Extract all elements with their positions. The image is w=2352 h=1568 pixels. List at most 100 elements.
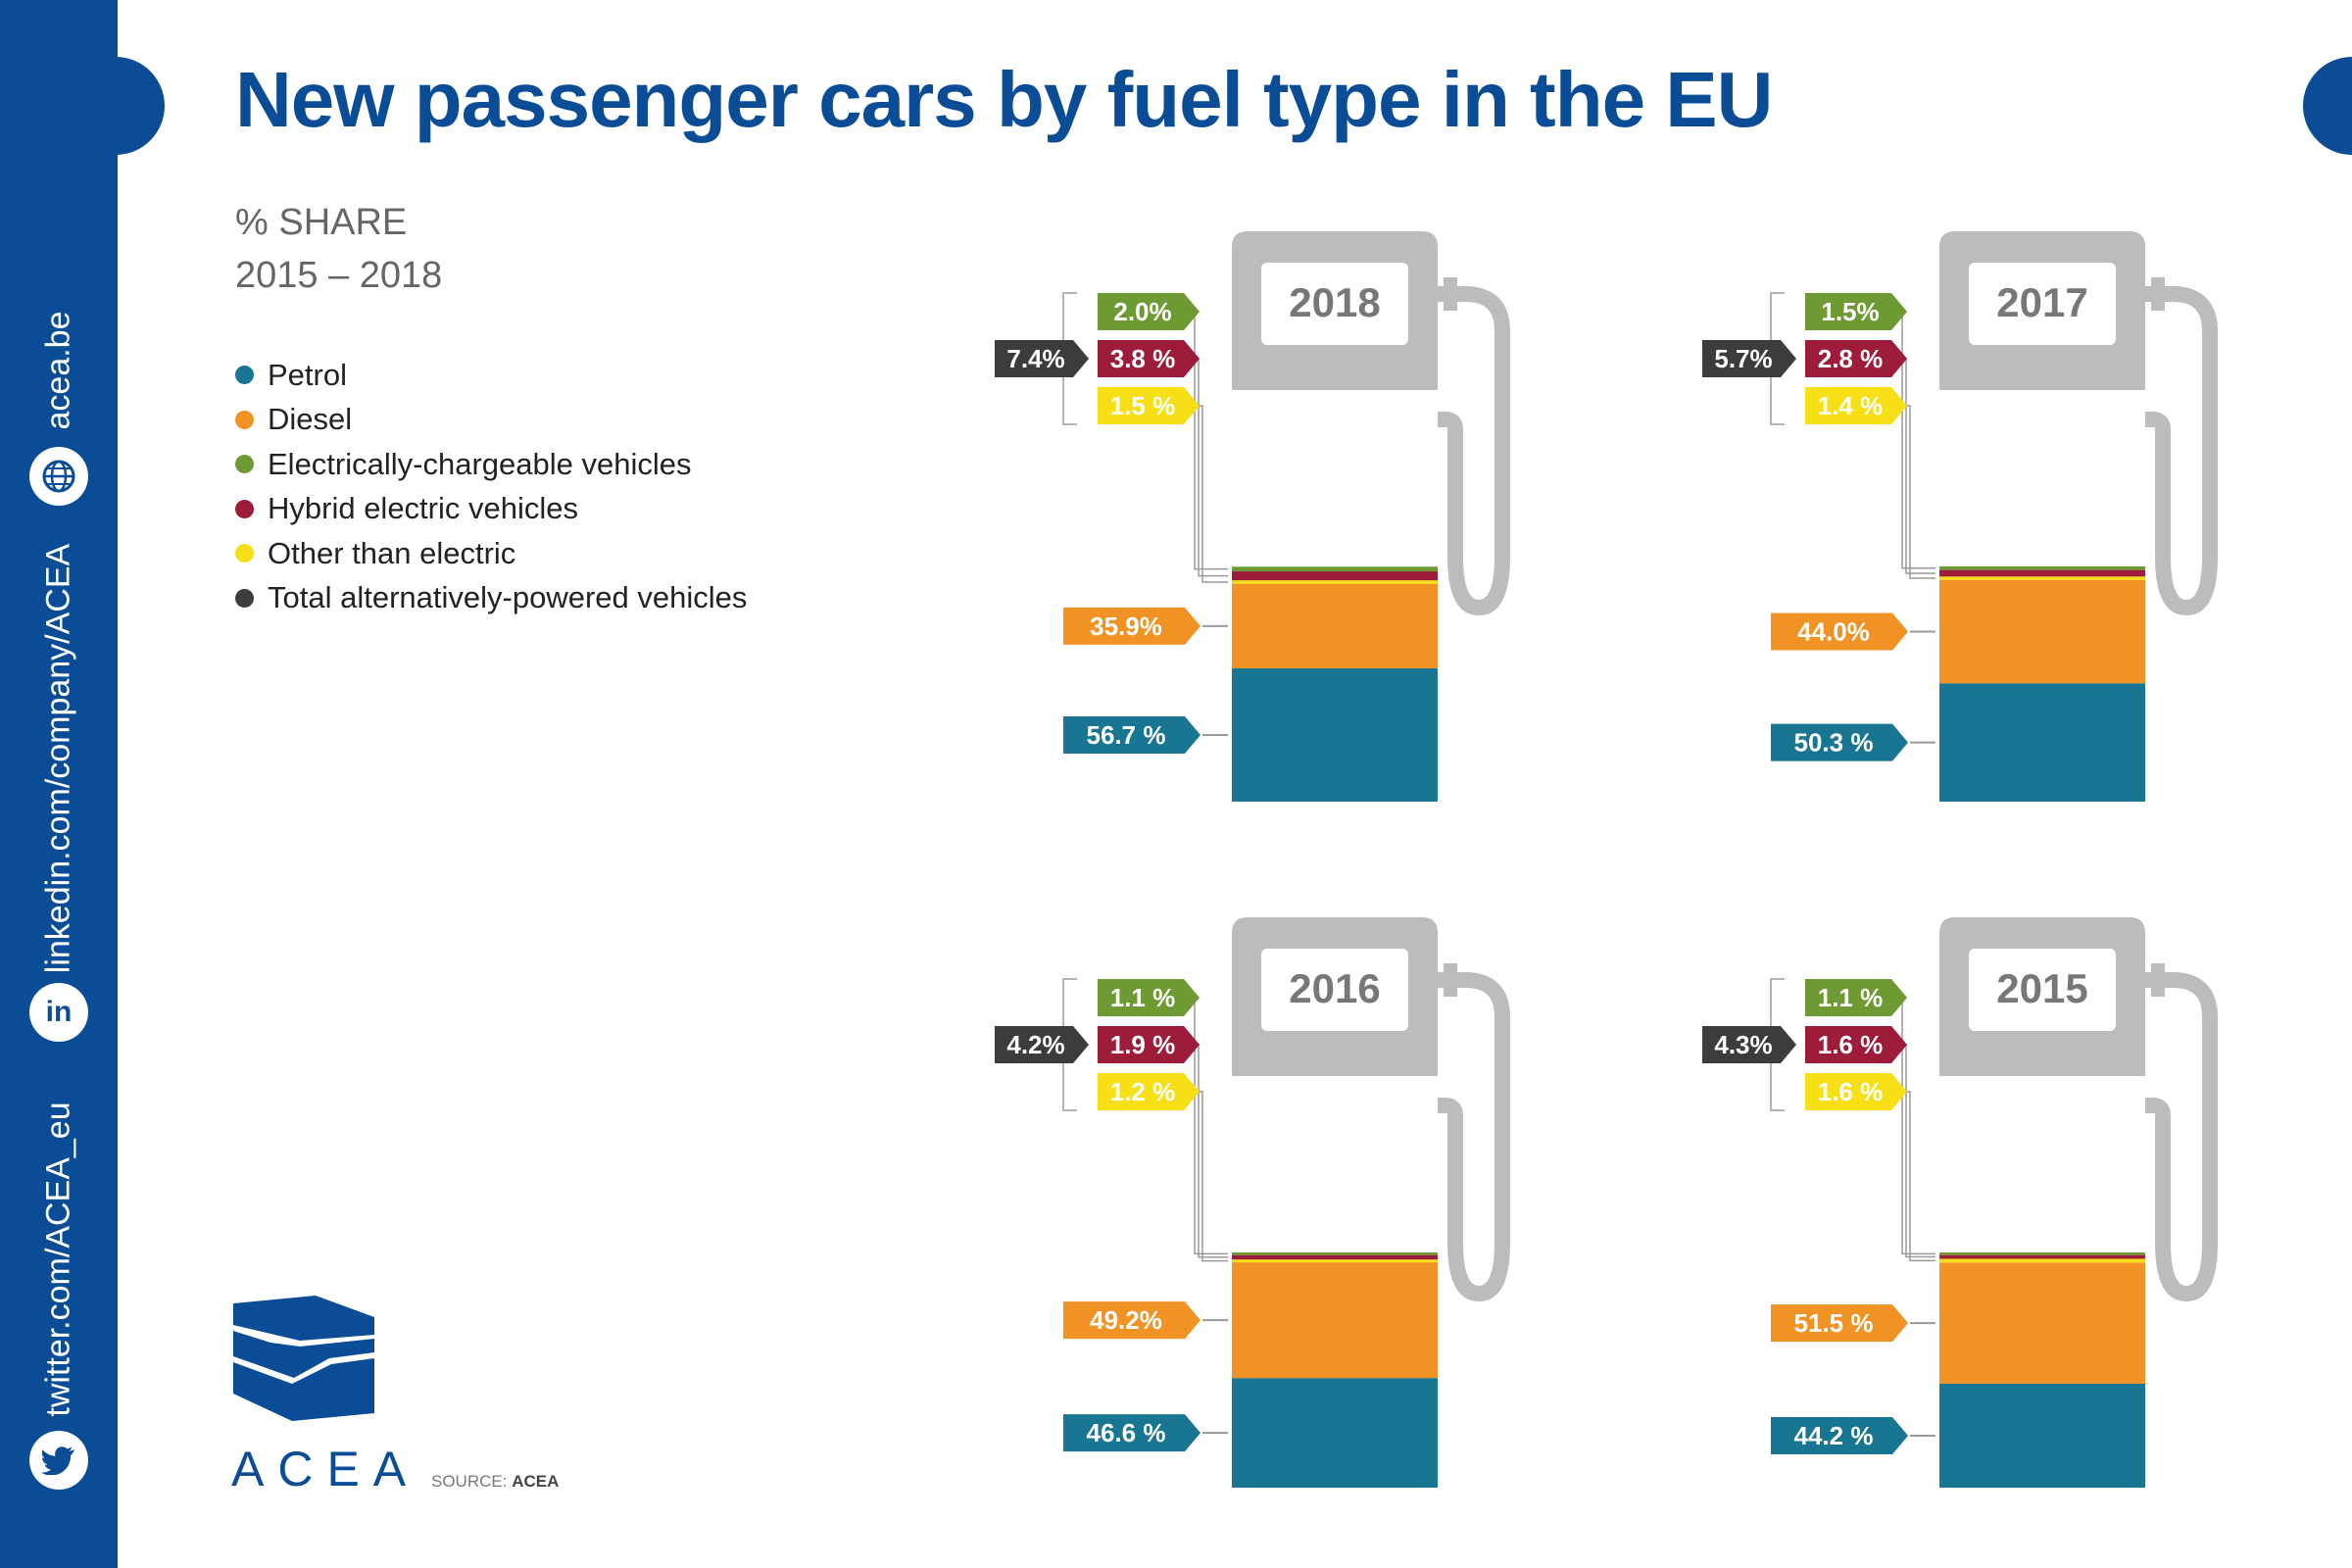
legend-swatch-hybrid bbox=[235, 499, 254, 518]
chart-2015-hybrid-tag bbox=[1805, 1026, 1907, 1063]
chart-2016-hybrid-tag bbox=[1098, 1026, 1200, 1063]
chart-2016-petrol-label: 46.6 % bbox=[1087, 1418, 1166, 1447]
chart-2017-electric-tag bbox=[1805, 293, 1907, 330]
chart-2017-bar-diesel bbox=[1939, 579, 2145, 684]
chart-2016-electric-tag bbox=[1098, 979, 1200, 1016]
chart-2017-other-label: 1.4 % bbox=[1818, 391, 1884, 420]
chart-2016-hybrid-label: 1.9 % bbox=[1110, 1030, 1176, 1059]
chart-2018-bar-hybrid bbox=[1232, 571, 1438, 581]
chart-2018-bar-petrol bbox=[1232, 667, 1438, 802]
chart-2015-bar-hybrid bbox=[1939, 1254, 2145, 1259]
chart-2018-petrol-label: 56.7 % bbox=[1087, 720, 1166, 750]
chart-2018-leader-other bbox=[1152, 405, 1228, 583]
chart-2017-year-label: 2017 bbox=[1996, 279, 2087, 325]
chart-2018-pump-nozzle bbox=[1444, 277, 1457, 311]
chart-2018-total-tag bbox=[995, 340, 1089, 377]
chart-2017-hybrid-tag bbox=[1805, 340, 1907, 377]
decorative-circle bbox=[67, 57, 165, 155]
chart-2016-other-tag bbox=[1098, 1073, 1200, 1110]
chart-2015-diesel-tag bbox=[1771, 1304, 1908, 1343]
legend-item-total: Total alternatively-powered vehicles bbox=[235, 576, 747, 621]
chart-2016-electric-label: 1.1 % bbox=[1110, 983, 1176, 1012]
chart-2018-bar-electric bbox=[1232, 566, 1438, 572]
chart-2018-diesel-tag bbox=[1063, 607, 1200, 645]
subtitle-unit: % SHARE bbox=[235, 202, 408, 243]
source-label: SOURCE: bbox=[431, 1472, 508, 1491]
legend-swatch-diesel bbox=[235, 410, 254, 429]
chart-2018-hybrid-label: 3.8 % bbox=[1110, 344, 1176, 373]
chart-2016-leader-other bbox=[1152, 1091, 1228, 1262]
globe-icon[interactable] bbox=[29, 447, 88, 506]
chart-2017-electric-label: 1.5% bbox=[1821, 297, 1879, 326]
chart-2015-hybrid-label: 1.6 % bbox=[1818, 1030, 1884, 1059]
source-note: SOURCE: ACEA bbox=[431, 1472, 559, 1492]
chart-2016-pump-nozzle bbox=[1444, 963, 1457, 997]
subtitle: % SHARE 2015 – 2018 bbox=[235, 196, 442, 302]
chart-2018-pump-hose bbox=[1438, 286, 1510, 615]
chart-2015-petrol-label: 44.2 % bbox=[1794, 1421, 1874, 1450]
sidebar: acea.be linkedin.com/company/ACEA in twi… bbox=[0, 0, 118, 1568]
legend-swatch-total bbox=[235, 588, 254, 608]
legend-item-petrol: Petrol bbox=[235, 353, 747, 398]
chart-2016-bar-petrol bbox=[1232, 1378, 1438, 1488]
linkedin-icon[interactable]: in bbox=[29, 983, 88, 1042]
chart-2018-petrol-tag bbox=[1063, 715, 1200, 754]
legend-item-electric: Electrically-chargeable vehicles bbox=[235, 442, 747, 487]
legend-item-hybrid: Hybrid electric vehicles bbox=[235, 487, 747, 532]
chart-2016-total-label: 4.2% bbox=[1006, 1030, 1064, 1059]
chart-2015-other-label: 1.6 % bbox=[1818, 1077, 1884, 1106]
legend-swatch-other bbox=[235, 544, 254, 564]
chart-2017-total-tag bbox=[1702, 340, 1796, 377]
chart-2015-petrol-tag bbox=[1771, 1416, 1908, 1454]
chart-2017-petrol-label: 50.3 % bbox=[1794, 728, 1874, 758]
chart-2018-year-label: 2018 bbox=[1289, 279, 1380, 325]
legend-label-diesel: Diesel bbox=[268, 402, 353, 437]
chart-2017-hybrid-label: 2.8 % bbox=[1818, 344, 1884, 373]
chart-2018-electric-label: 2.0% bbox=[1113, 297, 1171, 326]
chart-2018-year-box bbox=[1261, 263, 1408, 345]
legend-item-diesel: Diesel bbox=[235, 398, 747, 443]
legend-swatch-electric bbox=[235, 455, 254, 474]
chart-2016-total-tag bbox=[995, 1026, 1089, 1063]
chart-2018-bar-diesel bbox=[1232, 583, 1438, 668]
page-title: New passenger cars by fuel type in the E… bbox=[235, 56, 1773, 143]
legend-label-total: Total alternatively-powered vehicles bbox=[268, 580, 748, 615]
chart-2017-bar-hybrid bbox=[1939, 569, 2145, 577]
chart-2018-other-label: 1.5 % bbox=[1110, 391, 1176, 420]
acea-logo-icon bbox=[233, 1296, 374, 1421]
chart-2015-bar-electric bbox=[1939, 1252, 2145, 1255]
chart-2016-bar-other bbox=[1232, 1259, 1438, 1263]
chart-2017-bar-electric bbox=[1939, 566, 2145, 570]
legend-label-electric: Electrically-chargeable vehicles bbox=[268, 446, 692, 481]
chart-2016-diesel-tag bbox=[1063, 1301, 1200, 1340]
chart-2015-bar-petrol bbox=[1939, 1383, 2145, 1488]
chart-2015-electric-label: 1.1 % bbox=[1818, 983, 1884, 1012]
chart-2015-bar-diesel bbox=[1939, 1262, 2145, 1384]
legend-item-other: Other than electric bbox=[235, 531, 747, 576]
chart-2016-diesel-label: 49.2% bbox=[1090, 1305, 1162, 1335]
acea-logo-text: ACEA bbox=[231, 1442, 420, 1496]
legend-swatch-petrol bbox=[235, 366, 254, 385]
chart-2015-leader-other bbox=[1860, 1091, 1936, 1262]
chart-2016-petrol-tag bbox=[1063, 1414, 1200, 1452]
subtitle-period: 2015 – 2018 bbox=[235, 255, 443, 296]
chart-2016-bar-hybrid bbox=[1232, 1254, 1438, 1260]
chart-2015-other-tag bbox=[1805, 1073, 1907, 1110]
chart-2017-petrol-tag bbox=[1771, 723, 1908, 761]
chart-2015-bar-other bbox=[1939, 1258, 2145, 1263]
chart-2015-total-tag bbox=[1702, 1026, 1796, 1063]
chart-2016-year-label: 2016 bbox=[1289, 965, 1380, 1011]
chart-2017-bar-petrol bbox=[1939, 683, 2145, 802]
chart-2017-diesel-tag bbox=[1771, 612, 1908, 651]
twitter-icon[interactable] bbox=[29, 1431, 88, 1490]
chart-2017-bar-other bbox=[1939, 576, 2145, 580]
chart-2018-electric-tag bbox=[1098, 293, 1200, 330]
chart-2017-pump-nozzle bbox=[2151, 277, 2165, 311]
legend-label-hybrid: Hybrid electric vehicles bbox=[268, 491, 578, 526]
chart-2018-diesel-label: 35.9% bbox=[1090, 612, 1162, 641]
chart-2018-bar-other bbox=[1232, 580, 1438, 584]
chart-2017-diesel-label: 44.0% bbox=[1797, 616, 1870, 646]
chart-2015-year-box bbox=[1969, 949, 2116, 1031]
chart-2016-bar-electric bbox=[1232, 1252, 1438, 1255]
legend-label-other: Other than electric bbox=[268, 535, 516, 570]
